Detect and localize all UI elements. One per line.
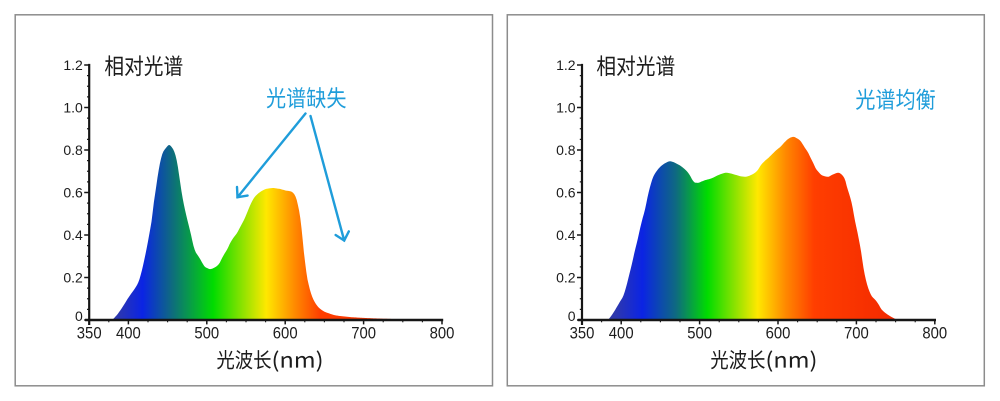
- svg-text:400: 400: [609, 325, 634, 343]
- svg-text:1.2: 1.2: [556, 57, 576, 73]
- svg-text:700: 700: [844, 325, 869, 343]
- svg-text:0.4: 0.4: [556, 227, 576, 243]
- svg-text:0.6: 0.6: [556, 185, 576, 201]
- svg-text:350: 350: [77, 325, 102, 343]
- svg-text:0: 0: [568, 308, 576, 324]
- svg-text:350: 350: [570, 325, 595, 343]
- svg-text:800: 800: [922, 325, 947, 343]
- svg-text:800: 800: [430, 325, 455, 343]
- svg-text:1.0: 1.0: [556, 100, 576, 116]
- svg-text:500: 500: [194, 325, 219, 343]
- svg-text:0.4: 0.4: [63, 227, 83, 243]
- svg-text:600: 600: [766, 325, 791, 343]
- svg-text:0.8: 0.8: [556, 142, 576, 158]
- svg-text:0.2: 0.2: [63, 270, 83, 286]
- svg-text:0.2: 0.2: [556, 270, 576, 286]
- svg-text:400: 400: [116, 325, 141, 343]
- svg-text:1.0: 1.0: [63, 100, 83, 116]
- svg-text:0: 0: [75, 308, 83, 324]
- svg-text:0.6: 0.6: [63, 185, 83, 201]
- svg-text:600: 600: [273, 325, 298, 343]
- svg-text:700: 700: [351, 325, 376, 343]
- svg-text:0.8: 0.8: [63, 142, 83, 158]
- svg-text:500: 500: [687, 325, 712, 343]
- svg-text:1.2: 1.2: [63, 57, 83, 73]
